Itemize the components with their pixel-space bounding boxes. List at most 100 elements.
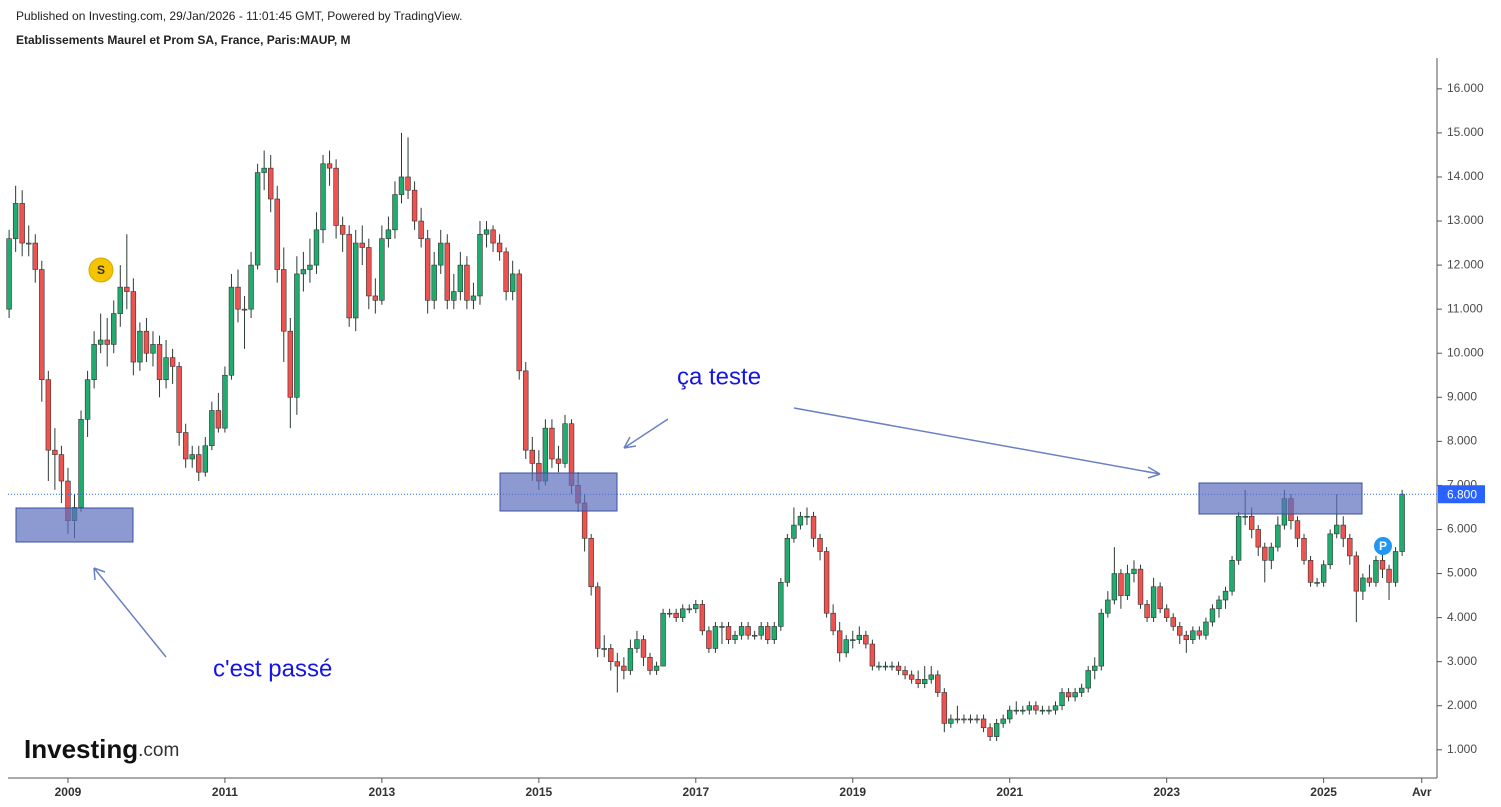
arrow xyxy=(93,567,167,658)
candle-body xyxy=(300,269,307,275)
x-tick-label: 2021 xyxy=(996,785,1023,799)
candle-body xyxy=(699,604,706,632)
candle-body xyxy=(137,330,143,363)
candle-body xyxy=(627,648,634,671)
y-tick-label: 16.000 xyxy=(1447,81,1484,95)
candle-body xyxy=(477,233,483,297)
candle-body xyxy=(686,608,692,611)
candle-body xyxy=(562,423,568,464)
arrow xyxy=(793,407,1161,479)
candle-body xyxy=(405,176,411,191)
candle-body xyxy=(1026,705,1033,711)
candle-body xyxy=(228,286,235,376)
candle-body xyxy=(307,264,313,270)
candle-body xyxy=(182,432,189,460)
candle-body xyxy=(1105,599,1111,614)
x-tick-label: 2019 xyxy=(839,785,866,799)
candle-body xyxy=(745,626,751,636)
candle-body xyxy=(39,269,45,380)
candle-body xyxy=(438,242,444,266)
candle-body xyxy=(751,634,758,637)
candle-body xyxy=(254,172,261,266)
candle-body xyxy=(1170,617,1176,627)
candle-body xyxy=(895,665,902,671)
candle-body xyxy=(653,665,660,671)
candle-body xyxy=(1111,573,1118,601)
candle-body xyxy=(1209,608,1216,623)
candle-body xyxy=(1268,546,1275,561)
y-tick-label: 3.000 xyxy=(1447,654,1477,668)
candle-body xyxy=(869,643,876,667)
y-tick-label: 9.000 xyxy=(1447,389,1477,403)
candle-body xyxy=(470,295,477,301)
candle-body xyxy=(1307,560,1314,583)
candle-body xyxy=(209,410,215,447)
candle-body xyxy=(693,604,699,610)
arrows xyxy=(93,407,1161,658)
candle-body xyxy=(176,366,182,433)
candle-body xyxy=(555,458,562,464)
candle-body xyxy=(274,198,280,270)
candle-body xyxy=(202,445,208,473)
candle-body xyxy=(451,291,457,301)
candle-body xyxy=(313,229,320,266)
candle-body xyxy=(32,242,38,270)
candle-body xyxy=(346,233,352,319)
candle-body xyxy=(1183,634,1190,640)
candle-body xyxy=(1334,524,1340,535)
y-tick-label: 11.000 xyxy=(1447,301,1483,315)
candle-body xyxy=(1013,709,1019,712)
candle-body xyxy=(974,718,980,721)
candle-body xyxy=(1092,665,1098,671)
candle-body xyxy=(908,674,915,680)
candle-body xyxy=(1373,560,1379,583)
candle-body xyxy=(411,189,418,222)
candle-body xyxy=(267,167,274,200)
x-tick-label: 2011 xyxy=(212,785,238,799)
marker-label: P xyxy=(1379,539,1387,553)
candle-body xyxy=(379,238,385,301)
chart-title: Etablissements Maurel et Prom SA, France… xyxy=(16,33,351,47)
candle-body xyxy=(621,665,627,671)
candle-body xyxy=(738,626,745,636)
candle-body xyxy=(523,370,529,451)
x-tick-label: 2015 xyxy=(525,785,552,799)
candle-body xyxy=(967,718,974,721)
candle-body xyxy=(366,247,372,297)
y-tick-label: 1.000 xyxy=(1447,742,1477,756)
candle-body xyxy=(1399,493,1405,552)
candle-body xyxy=(961,718,967,721)
candle-body xyxy=(980,718,987,729)
y-tick-label: 10.000 xyxy=(1447,345,1484,359)
candle-body xyxy=(509,273,516,292)
plot-area: 1.0002.0003.0004.0005.0006.0007.0008.000… xyxy=(6,81,1484,799)
candle-body xyxy=(601,648,607,650)
annotations: ça teste c'est passé S P xyxy=(15,257,1392,682)
candle-body xyxy=(666,612,673,615)
last-price-label: 6.800 xyxy=(1447,487,1477,501)
candle-body xyxy=(706,630,712,649)
candle-body xyxy=(516,273,522,372)
candle-body xyxy=(444,242,450,301)
brand: Investing xyxy=(24,734,138,764)
candle-body xyxy=(863,634,869,645)
candle-body xyxy=(889,665,895,668)
candle-body xyxy=(261,167,267,173)
candle-body xyxy=(326,163,333,169)
last-price-box xyxy=(1438,485,1485,504)
x-tick-label: 2023 xyxy=(1153,785,1180,799)
candle-body xyxy=(1157,586,1163,610)
candle-body xyxy=(1366,577,1373,583)
candle-body xyxy=(189,454,195,460)
brand-suffix: .com xyxy=(138,740,179,761)
candle-body xyxy=(6,238,12,310)
candle-body xyxy=(902,670,908,676)
candle-body xyxy=(169,357,176,367)
candle-body xyxy=(1020,709,1026,712)
candle-body xyxy=(608,648,614,662)
candle-body xyxy=(143,330,150,354)
candle-body xyxy=(1255,529,1261,548)
candle-body xyxy=(954,718,961,721)
